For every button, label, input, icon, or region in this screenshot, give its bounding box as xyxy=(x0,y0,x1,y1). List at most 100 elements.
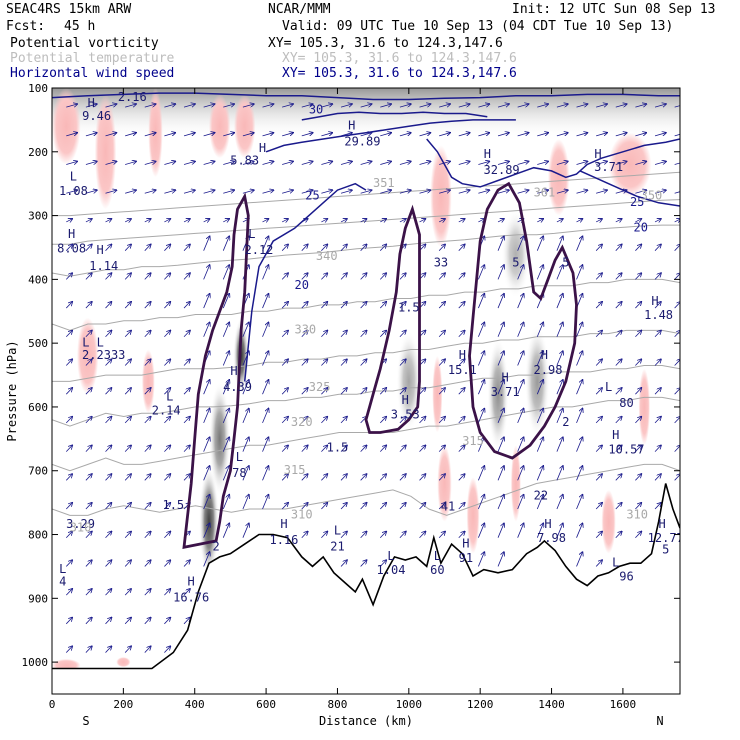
wind-vector-212 xyxy=(281,359,288,366)
wind-vector-23 xyxy=(85,190,97,194)
wind-vector-91 xyxy=(144,417,151,424)
wind-vector-387 xyxy=(497,236,504,251)
wind-vector-520 xyxy=(654,302,661,309)
wind-vector-336 xyxy=(439,190,450,194)
wind-vector-104 xyxy=(164,219,170,222)
wind-vector-382 xyxy=(497,104,509,108)
pv-extremum-label-4: 1.08 xyxy=(59,184,88,198)
wind-vector-469 xyxy=(595,244,602,251)
wind-vector-259 xyxy=(340,359,347,366)
pv-extremum-label-47: 3.71 xyxy=(491,385,520,399)
wind-vector-28 xyxy=(85,330,92,338)
wind-vector-214 xyxy=(281,417,288,424)
wind-vector-380 xyxy=(478,523,484,538)
wind-vector-334 xyxy=(439,133,450,137)
x-tick-label-800: 800 xyxy=(328,698,348,711)
wind-vector-410 xyxy=(517,408,524,424)
wind-vector-318 xyxy=(419,133,431,137)
wind-vector-159 xyxy=(223,190,234,194)
wind-vector-110 xyxy=(164,388,170,395)
wind-vector-0 xyxy=(66,104,77,108)
wind-vector-290 xyxy=(379,273,386,280)
wind-vector-378 xyxy=(478,466,484,481)
wind-vector-132 xyxy=(183,445,190,452)
pv-extremum-label-46: H xyxy=(502,370,509,384)
wind-vector-317 xyxy=(419,104,431,108)
wind-vector-119 xyxy=(164,646,170,653)
wind-vector-423 xyxy=(536,322,543,337)
wind-vector-22 xyxy=(85,161,97,165)
wind-vector-396 xyxy=(497,495,504,510)
pv-extremum-label-63: H xyxy=(659,517,666,531)
wind-vector-31 xyxy=(85,417,92,424)
wind-vector-13 xyxy=(65,474,72,481)
y-tick-label-300: 300 xyxy=(28,210,48,223)
wind-vector-245 xyxy=(321,417,327,424)
wind-vector-199 xyxy=(262,408,269,424)
model-title: SEAC4RS 15km ARW xyxy=(6,2,132,17)
x-tick-label-600: 600 xyxy=(256,698,276,711)
wind-vector-452 xyxy=(576,236,583,251)
wind-vector-431 xyxy=(556,104,568,108)
wind-vector-418 xyxy=(537,190,548,194)
pv-extremum-label-59: H xyxy=(651,294,658,308)
wind-vector-444 xyxy=(556,466,563,481)
wind-vector-82 xyxy=(144,161,156,165)
wind-vector-420 xyxy=(536,236,543,251)
wind-vector-271 xyxy=(360,219,367,222)
wind-vector-450 xyxy=(576,190,588,194)
wind-vector-235 xyxy=(321,133,332,137)
wind-vector-330 xyxy=(419,474,426,481)
wind-vector-456 xyxy=(576,351,583,366)
pv-extremum-label-53: H xyxy=(594,147,601,161)
wind-vector-15 xyxy=(65,531,72,538)
wind-vector-40 xyxy=(105,104,117,108)
wind-vector-525 xyxy=(654,445,661,452)
pv-extremum-label-15: 4 xyxy=(59,575,66,589)
wind-vector-375 xyxy=(478,380,484,395)
pv-extremum-label-48: H xyxy=(541,348,548,362)
wind-vector-313 xyxy=(399,445,406,452)
pv-extremum-label-9: L L xyxy=(82,335,104,349)
wind-vector-475 xyxy=(595,417,602,424)
wind-vector-409 xyxy=(517,380,524,395)
wind-vector-379 xyxy=(478,495,484,510)
wind-vector-186 xyxy=(242,495,249,510)
wind-vector-226 xyxy=(301,330,308,338)
wind-vector-404 xyxy=(517,236,524,251)
pink-shade-13 xyxy=(601,489,616,554)
wind-vector-434 xyxy=(556,190,568,194)
wind-vector-185 xyxy=(242,466,249,481)
wind-vector-477 xyxy=(595,474,602,481)
wind-vector-187 xyxy=(242,523,249,538)
wind-vector-161 xyxy=(222,236,229,251)
wind-vector-368 xyxy=(478,190,489,194)
pv-extremum-label-19: 5.83 xyxy=(230,154,259,168)
wind-vector-474 xyxy=(595,388,602,395)
wind-vector-385 xyxy=(497,190,509,194)
pv-extremum-label-34: 33 xyxy=(434,256,448,270)
wind-vector-459 xyxy=(576,437,583,452)
pv-extremum-label-5: H xyxy=(68,227,75,241)
wind-vector-68 xyxy=(124,330,131,338)
pv-extremum-label-27: 1.16 xyxy=(269,533,298,547)
wind-vector-376 xyxy=(478,408,484,424)
wind-vector-87 xyxy=(144,302,151,309)
wind-vector-240 xyxy=(321,273,327,280)
pv-extremum-label-31: 1.04 xyxy=(377,563,406,577)
wind-vector-496 xyxy=(615,531,622,538)
wind-vector-265 xyxy=(340,531,347,538)
wind-vector-407 xyxy=(517,322,524,337)
wind-vector-196 xyxy=(262,322,269,337)
wind-vector-472 xyxy=(595,330,602,338)
wind-vector-39 xyxy=(85,646,92,653)
theta-label-0: 310 xyxy=(70,520,92,534)
wind-vector-402 xyxy=(517,190,529,194)
wind-vector-433 xyxy=(556,161,568,165)
wind-vector-86 xyxy=(144,273,151,280)
wind-vector-394 xyxy=(497,437,504,452)
wind-vector-215 xyxy=(281,445,288,452)
pv-extremum-label-69: 5 xyxy=(512,256,519,270)
wind-vector-341 xyxy=(438,330,445,338)
wind-vector-106 xyxy=(164,273,170,280)
